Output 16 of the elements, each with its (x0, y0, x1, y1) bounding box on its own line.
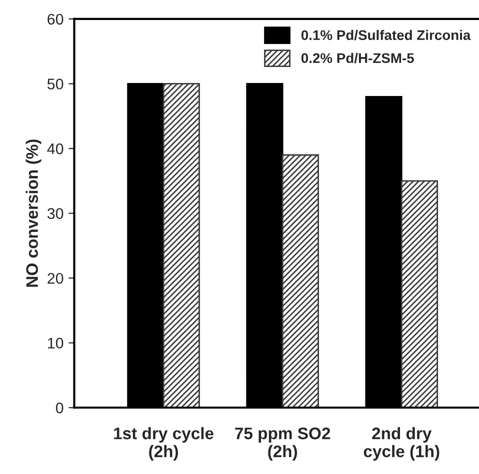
x-tick-label: 2nd dry cycle (1h) (364, 427, 440, 461)
y-tick-label: 0 (56, 402, 64, 414)
y-axis-title: NO conversion (%) (26, 140, 42, 287)
legend-label: 0.1% Pd/Sulfated Zirconia (301, 30, 471, 40)
bar (400, 180, 438, 408)
bar (282, 154, 319, 408)
bar (162, 83, 200, 408)
x-tick-label: 1st dry cycle (2h) (114, 427, 214, 461)
x-tick-label: 75 ppm SO2 (2h) (235, 428, 330, 461)
legend-label: 0.2% Pd/H-ZSM-5 (301, 52, 414, 64)
y-tick-label: 60 (48, 14, 64, 25)
y-tick-label: 30 (47, 208, 64, 219)
y-tick-label: 50 (47, 78, 64, 90)
y-tick-label: 40 (47, 143, 64, 154)
y-tick-label: 20 (48, 272, 64, 284)
y-tick-label: 10 (48, 338, 64, 349)
